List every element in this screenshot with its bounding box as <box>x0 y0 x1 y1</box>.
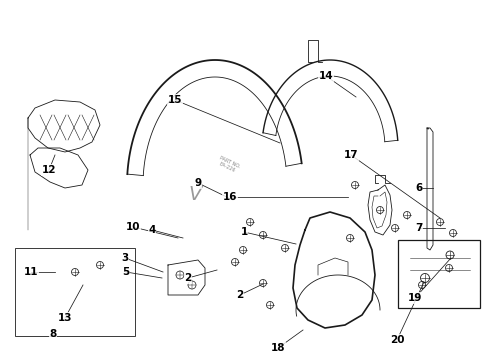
Text: 9: 9 <box>194 178 201 188</box>
Text: 18: 18 <box>270 343 285 353</box>
Text: 1: 1 <box>240 227 247 237</box>
Text: 10: 10 <box>125 222 140 232</box>
Text: 17: 17 <box>343 150 358 160</box>
Text: 2: 2 <box>236 290 243 300</box>
Text: PART NO.
EA-226: PART NO. EA-226 <box>215 156 240 175</box>
Text: 15: 15 <box>167 95 182 105</box>
Text: 13: 13 <box>58 313 72 323</box>
Text: 19: 19 <box>407 293 421 303</box>
Text: 3: 3 <box>121 253 128 263</box>
Text: 7: 7 <box>414 223 422 233</box>
Text: 8: 8 <box>49 329 57 339</box>
Text: 14: 14 <box>318 71 333 81</box>
Text: 4: 4 <box>148 225 155 235</box>
Text: 16: 16 <box>223 192 237 202</box>
Text: V: V <box>188 185 201 204</box>
Bar <box>15 248 135 336</box>
Text: 2: 2 <box>184 273 191 283</box>
Text: 5: 5 <box>122 267 129 277</box>
Text: 11: 11 <box>24 267 38 277</box>
Text: 6: 6 <box>414 183 422 193</box>
Text: 12: 12 <box>41 165 56 175</box>
Bar <box>397 240 479 308</box>
Text: 20: 20 <box>389 335 404 345</box>
